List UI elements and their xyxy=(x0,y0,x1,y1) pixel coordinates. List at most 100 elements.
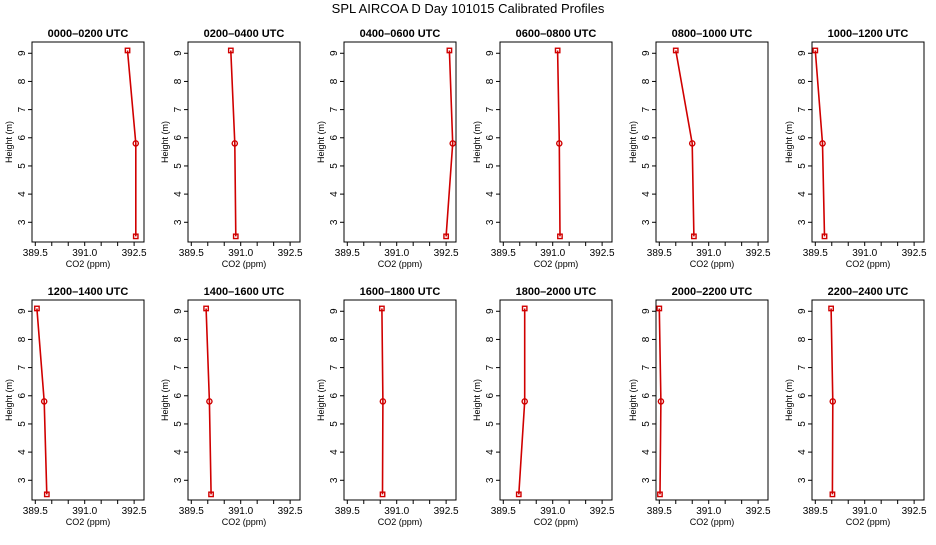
y-axis-label: Height (m) xyxy=(316,121,326,163)
plot-frame xyxy=(343,41,457,243)
y-axis-label: Height (m) xyxy=(628,379,638,421)
data-point xyxy=(208,491,214,498)
y-tick-label: 4 xyxy=(797,191,808,197)
x-tick-label: 391.0 xyxy=(696,248,721,259)
y-tick-label: 4 xyxy=(485,449,496,455)
y-tick-label: 7 xyxy=(17,106,28,112)
y-tick-label: 7 xyxy=(797,364,808,370)
plot-frame xyxy=(187,299,301,501)
profile-line xyxy=(445,50,454,237)
data-point xyxy=(521,398,529,405)
x-tick-label: 391.0 xyxy=(72,248,97,259)
y-tick-label: 4 xyxy=(641,191,652,197)
y-tick-label: 9 xyxy=(797,50,808,56)
plot-frame xyxy=(499,41,613,243)
x-tick-label: 391.0 xyxy=(852,506,877,517)
y-tick-label: 4 xyxy=(17,449,28,455)
x-tick-label: 391.0 xyxy=(696,506,721,517)
profile-line xyxy=(830,308,834,495)
panel-title: 0000–0200 UTC xyxy=(48,28,129,40)
panel-title: 0800–1000 UTC xyxy=(672,28,753,40)
data-point xyxy=(819,140,826,147)
x-axis-label: CO2 (ppm) xyxy=(534,259,579,269)
y-tick-label: 5 xyxy=(641,163,652,169)
y-axis-label: Height (m) xyxy=(784,379,794,421)
panel-10: 2000–2200 UTC 389.5 391.0 392.5 CO2 (ppm) 3 4 5… xyxy=(628,286,771,527)
y-tick-label: 9 xyxy=(173,50,184,56)
x-tick-label: 391.0 xyxy=(228,506,253,517)
y-tick-label: 8 xyxy=(173,78,184,84)
data-point xyxy=(449,140,457,147)
data-point xyxy=(672,47,679,54)
data-point xyxy=(40,398,48,405)
y-axis-label: Height (m) xyxy=(784,121,794,163)
data-point xyxy=(132,140,140,147)
x-tick-label: 392.5 xyxy=(746,248,771,259)
y-tick-label: 6 xyxy=(17,135,28,141)
figure-title: SPL AIRCOA D Day 101015 Calibrated Profi… xyxy=(332,1,605,16)
y-tick-label: 8 xyxy=(17,336,28,342)
y-tick-label: 4 xyxy=(329,449,340,455)
x-tick-label: 391.0 xyxy=(540,506,565,517)
panel-title: 1800–2000 UTC xyxy=(516,286,597,298)
y-tick-label: 8 xyxy=(173,336,184,342)
y-axis-label: Height (m) xyxy=(472,121,482,163)
x-tick-label: 389.5 xyxy=(179,248,204,259)
y-tick-label: 3 xyxy=(485,477,496,483)
y-tick-label: 4 xyxy=(17,191,28,197)
y-tick-label: 6 xyxy=(797,135,808,141)
y-tick-label: 8 xyxy=(797,78,808,84)
data-point xyxy=(124,47,131,54)
y-tick-label: 4 xyxy=(485,191,496,197)
y-tick-label: 7 xyxy=(797,106,808,112)
y-tick-label: 9 xyxy=(329,50,340,56)
y-tick-label: 6 xyxy=(173,135,184,141)
plot-frame xyxy=(655,41,769,243)
x-tick-label: 392.5 xyxy=(590,506,615,517)
y-tick-label: 9 xyxy=(485,308,496,314)
y-axis-label: Height (m) xyxy=(160,379,170,421)
data-point xyxy=(521,305,528,312)
y-tick-label: 4 xyxy=(797,449,808,455)
x-tick-label: 389.5 xyxy=(179,506,204,517)
x-tick-label: 392.5 xyxy=(590,248,615,259)
x-tick-label: 392.5 xyxy=(902,506,927,517)
y-tick-label: 3 xyxy=(329,219,340,225)
x-axis-label: CO2 (ppm) xyxy=(66,517,111,527)
x-tick-label: 389.5 xyxy=(491,248,516,259)
y-tick-label: 9 xyxy=(17,308,28,314)
y-axis-label: Height (m) xyxy=(4,121,14,163)
y-tick-label: 3 xyxy=(797,477,808,483)
x-axis-label: CO2 (ppm) xyxy=(222,259,267,269)
data-point xyxy=(43,491,50,498)
y-tick-label: 5 xyxy=(329,163,340,169)
x-tick-label: 389.5 xyxy=(23,248,48,259)
plot-frame xyxy=(31,41,145,243)
y-tick-label: 3 xyxy=(641,477,652,483)
x-tick-label: 389.5 xyxy=(803,248,828,259)
y-tick-label: 8 xyxy=(797,336,808,342)
data-point xyxy=(34,305,40,312)
profile-line xyxy=(658,308,662,495)
y-tick-label: 3 xyxy=(329,477,340,483)
panel-title: 2000–2200 UTC xyxy=(672,286,753,298)
data-point xyxy=(657,491,663,498)
x-tick-label: 389.5 xyxy=(23,506,48,517)
y-axis-label: Height (m) xyxy=(316,379,326,421)
x-axis-label: CO2 (ppm) xyxy=(222,517,267,527)
data-point xyxy=(232,233,239,240)
y-tick-label: 3 xyxy=(641,219,652,225)
x-tick-label: 391.0 xyxy=(384,248,409,259)
y-tick-label: 5 xyxy=(797,163,808,169)
data-point xyxy=(657,398,665,405)
data-point xyxy=(515,491,522,498)
x-tick-label: 392.5 xyxy=(278,248,303,259)
x-tick-label: 391.0 xyxy=(228,248,253,259)
x-tick-label: 392.5 xyxy=(746,506,771,517)
data-point xyxy=(821,233,828,240)
profile-line xyxy=(381,308,384,495)
y-tick-label: 8 xyxy=(641,78,652,84)
data-point xyxy=(378,305,385,312)
data-point xyxy=(812,47,819,54)
